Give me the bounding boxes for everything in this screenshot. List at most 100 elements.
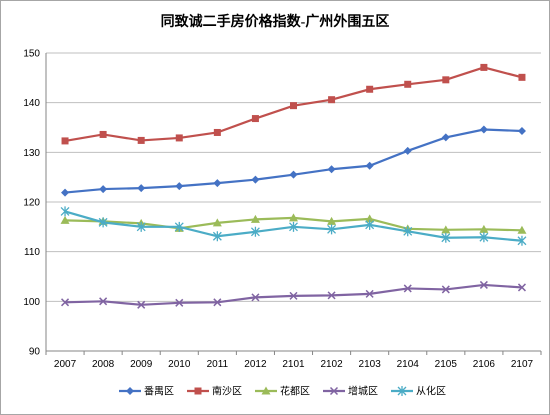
y-tick-label: 100 [23,297,40,308]
y-tick-label: 150 [23,49,40,60]
legend-label: 增城区 [348,385,378,398]
x-tick-label: 2105 [435,359,458,370]
data-point [213,128,221,136]
data-point [250,214,260,223]
data-point [99,297,108,306]
data-point [99,185,108,194]
data-point [403,226,413,237]
x-tick-label: 2008 [92,359,115,370]
legend-item: 番禺区 [119,386,174,398]
legend-label: 番禺区 [144,386,174,398]
data-point [328,96,336,104]
y-tick-label: 120 [23,198,40,209]
data-point [250,226,260,237]
y-axis-ticks: 90 100 110 120 130 140 150 [23,49,40,358]
legend-item: 从化区 [391,385,446,398]
data-point [60,215,70,224]
x-tick-label: 2103 [359,359,382,370]
data-point [518,73,526,81]
data-point [404,80,412,88]
y-tick-label: 130 [23,148,40,159]
data-point [137,184,146,193]
data-point [212,218,222,227]
series-2 [61,63,526,145]
x-tick-label: 2104 [397,359,420,370]
data-point [174,221,184,232]
data-point [289,170,298,179]
data-point [213,179,222,188]
data-point [137,136,145,144]
series-4 [61,280,526,309]
data-point [517,283,526,292]
data-point [479,224,489,233]
data-point [136,221,146,232]
data-point [289,291,298,300]
data-point [479,232,489,243]
data-point [327,165,336,174]
data-point [61,298,70,307]
data-point [517,235,527,246]
data-point [479,280,488,289]
y-tick-label: 90 [29,347,41,358]
legend-marker [194,387,202,395]
data-point [517,225,527,234]
legend-label: 花都区 [280,385,310,398]
data-point [175,134,183,142]
y-tick-label: 140 [23,98,40,109]
data-point [365,219,375,230]
chart-title: 同致诚二手房价格指数-广州外围五区 [160,15,390,30]
data-point [289,213,298,222]
legend-marker [126,387,134,395]
data-point [290,102,297,110]
data-point [365,161,374,170]
data-point [441,133,450,142]
x-tick-label: 2011 [207,359,229,370]
data-point [441,285,450,294]
x-tick-label: 2101 [282,359,305,370]
data-point [441,225,451,234]
data-point [251,293,260,302]
data-point [98,217,108,228]
data-point [175,298,184,307]
x-tick-label: 2007 [54,359,77,370]
legend: 番禺区 南沙区 花都区 增城区 从化区 [119,385,446,398]
data-point [60,206,70,217]
data-point [442,76,450,84]
data-point [327,224,337,235]
data-point [99,130,107,138]
series-1 [61,125,526,197]
data-point [327,291,336,300]
data-point [441,232,451,243]
data-point [365,214,375,223]
data-point [213,298,222,307]
legend-label: 从化区 [416,385,446,398]
y-tick-label: 110 [24,247,40,258]
legend-marker [397,386,407,396]
data-point [327,216,337,225]
series-5 [60,206,527,246]
x-tick-label: 2010 [168,359,191,370]
data-point [61,188,70,197]
data-point [480,63,488,71]
data-point [137,300,146,309]
data-point [251,115,259,123]
legend-item: 增城区 [323,385,378,398]
data-point [403,146,412,155]
x-axis-ticks: 2007 2008 2009 2010 2011 2012 2101 2102 2103 2104… [45,351,542,370]
data-point [289,221,298,232]
data-point [365,289,374,298]
data-point [403,284,412,293]
legend-label: 南沙区 [212,385,242,398]
data-point [517,126,526,135]
x-tick-label: 2106 [473,359,496,370]
series-group [60,63,527,309]
x-tick-label: 2107 [511,359,534,370]
legend-marker [261,386,271,395]
x-tick-label: 2102 [320,359,343,370]
data-point [366,85,374,93]
data-point [175,182,184,191]
data-point [61,137,69,145]
x-tick-label: 2012 [244,359,267,370]
